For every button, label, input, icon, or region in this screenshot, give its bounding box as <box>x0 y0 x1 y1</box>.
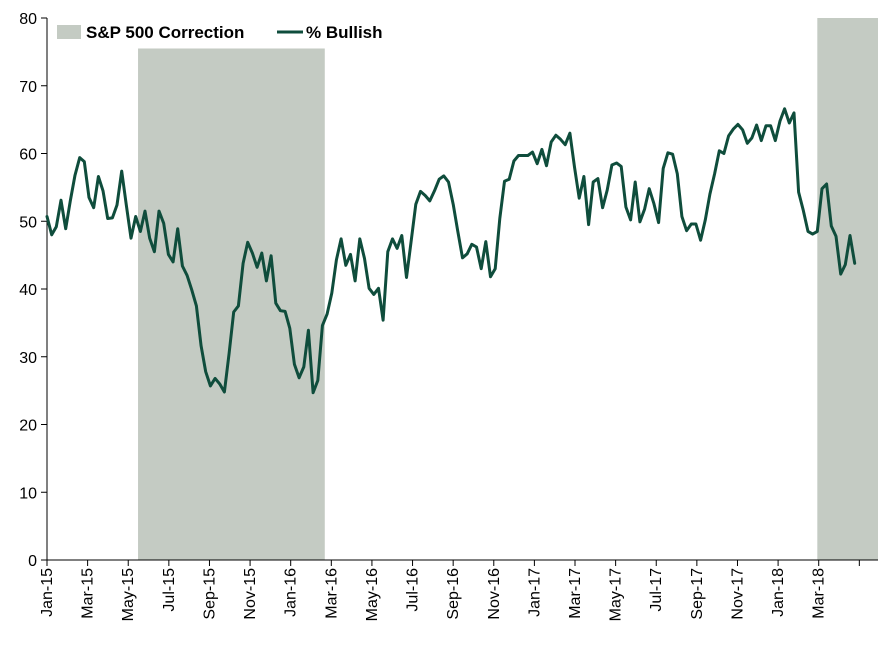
x-tick-label: May-17 <box>608 568 625 621</box>
x-tick-label: Jan-17 <box>526 568 543 617</box>
y-tick-label: 80 <box>19 11 37 28</box>
y-tick-label: 50 <box>19 214 37 231</box>
series-line-bullish <box>45 107 857 395</box>
y-tick-label: 30 <box>19 350 37 367</box>
y-tick-label: 40 <box>19 282 37 299</box>
legend-correction-swatch <box>57 25 81 39</box>
x-tick-label: Nov-15 <box>242 568 259 620</box>
x-tick-label: Mar-18 <box>811 568 828 619</box>
x-tick-label: Jan-16 <box>283 568 300 617</box>
x-tick-label: Sep-16 <box>445 568 462 620</box>
series-layer <box>45 107 857 395</box>
y-tick-label: 0 <box>28 553 37 570</box>
x-tick-label: Sep-17 <box>689 568 706 620</box>
x-tick-label: Jan-18 <box>770 568 787 617</box>
legend: S&P 500 Correction % Bullish <box>57 23 383 42</box>
x-tick-label: Nov-17 <box>729 568 746 620</box>
x-tick-label: Jan-15 <box>39 568 56 617</box>
x-tick-label: May-16 <box>364 568 381 621</box>
x-tick-label: Jul-16 <box>405 568 422 612</box>
y-tick-label: 10 <box>19 485 37 502</box>
x-tick-label: Mar-17 <box>567 568 584 619</box>
x-axis: Jan-15 Mar-15 May-15 Jul-15 Sep-15 Nov-15 Jan-… <box>39 559 878 621</box>
correction-period-1 <box>138 48 325 561</box>
correction-shading-layer <box>138 18 878 561</box>
y-tick-label: 70 <box>19 79 37 96</box>
y-tick-label: 20 <box>19 418 37 435</box>
x-tick-label: May-15 <box>120 568 137 621</box>
x-tick-label: Mar-16 <box>323 568 340 619</box>
y-tick-label: 60 <box>19 147 37 164</box>
x-tick-label: Nov-16 <box>486 568 503 620</box>
x-tick-label: Sep-15 <box>201 568 218 620</box>
legend-correction-label: S&P 500 Correction <box>86 23 244 42</box>
correction-period-2 <box>817 18 878 560</box>
x-tick-label: Mar-15 <box>80 568 97 619</box>
legend-bullish-label: % Bullish <box>306 23 383 42</box>
x-tick-label: Jul-17 <box>648 568 665 612</box>
x-tick-label: Jul-15 <box>161 568 178 612</box>
y-axis: 0 10 20 30 40 50 60 70 80 <box>19 11 48 570</box>
